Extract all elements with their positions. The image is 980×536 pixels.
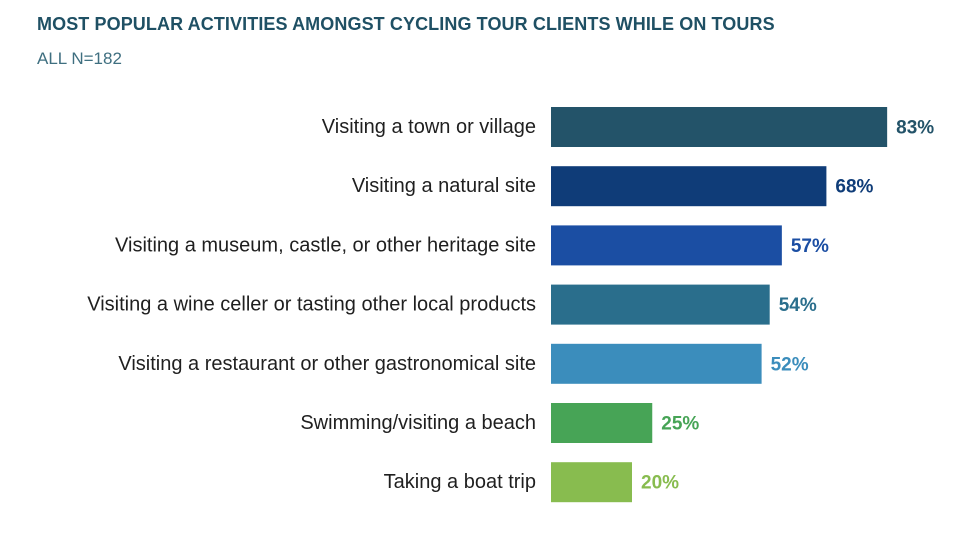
bar (551, 284, 770, 325)
bar (551, 403, 653, 443)
category-label: Visiting a restaurant or other gastronom… (118, 353, 536, 375)
value-label: 83% (896, 118, 934, 139)
category-label: Swimming/visiting a beach (300, 412, 536, 434)
chart-title: MOST POPULAR ACTIVITIES AMONGST CYCLING … (37, 14, 775, 34)
category-label: Visiting a museum, castle, or other heri… (115, 234, 536, 256)
category-label: Visiting a natural site (352, 175, 536, 197)
bar (551, 462, 632, 503)
category-label: Visiting a town or village (322, 116, 536, 138)
bar (551, 343, 762, 384)
value-label: 52% (771, 354, 809, 375)
value-label: 57% (791, 236, 829, 257)
bar (551, 107, 888, 147)
value-label: 20% (641, 473, 679, 494)
bar (551, 166, 827, 207)
category-label: Taking a boat trip (384, 471, 536, 493)
chart-subtitle: ALL N=182 (37, 49, 122, 68)
bar (551, 225, 782, 266)
category-label: Visiting a wine celler or tasting other … (87, 294, 536, 316)
value-label: 68% (835, 177, 873, 198)
value-label: 54% (779, 295, 817, 316)
value-label: 25% (661, 414, 699, 435)
